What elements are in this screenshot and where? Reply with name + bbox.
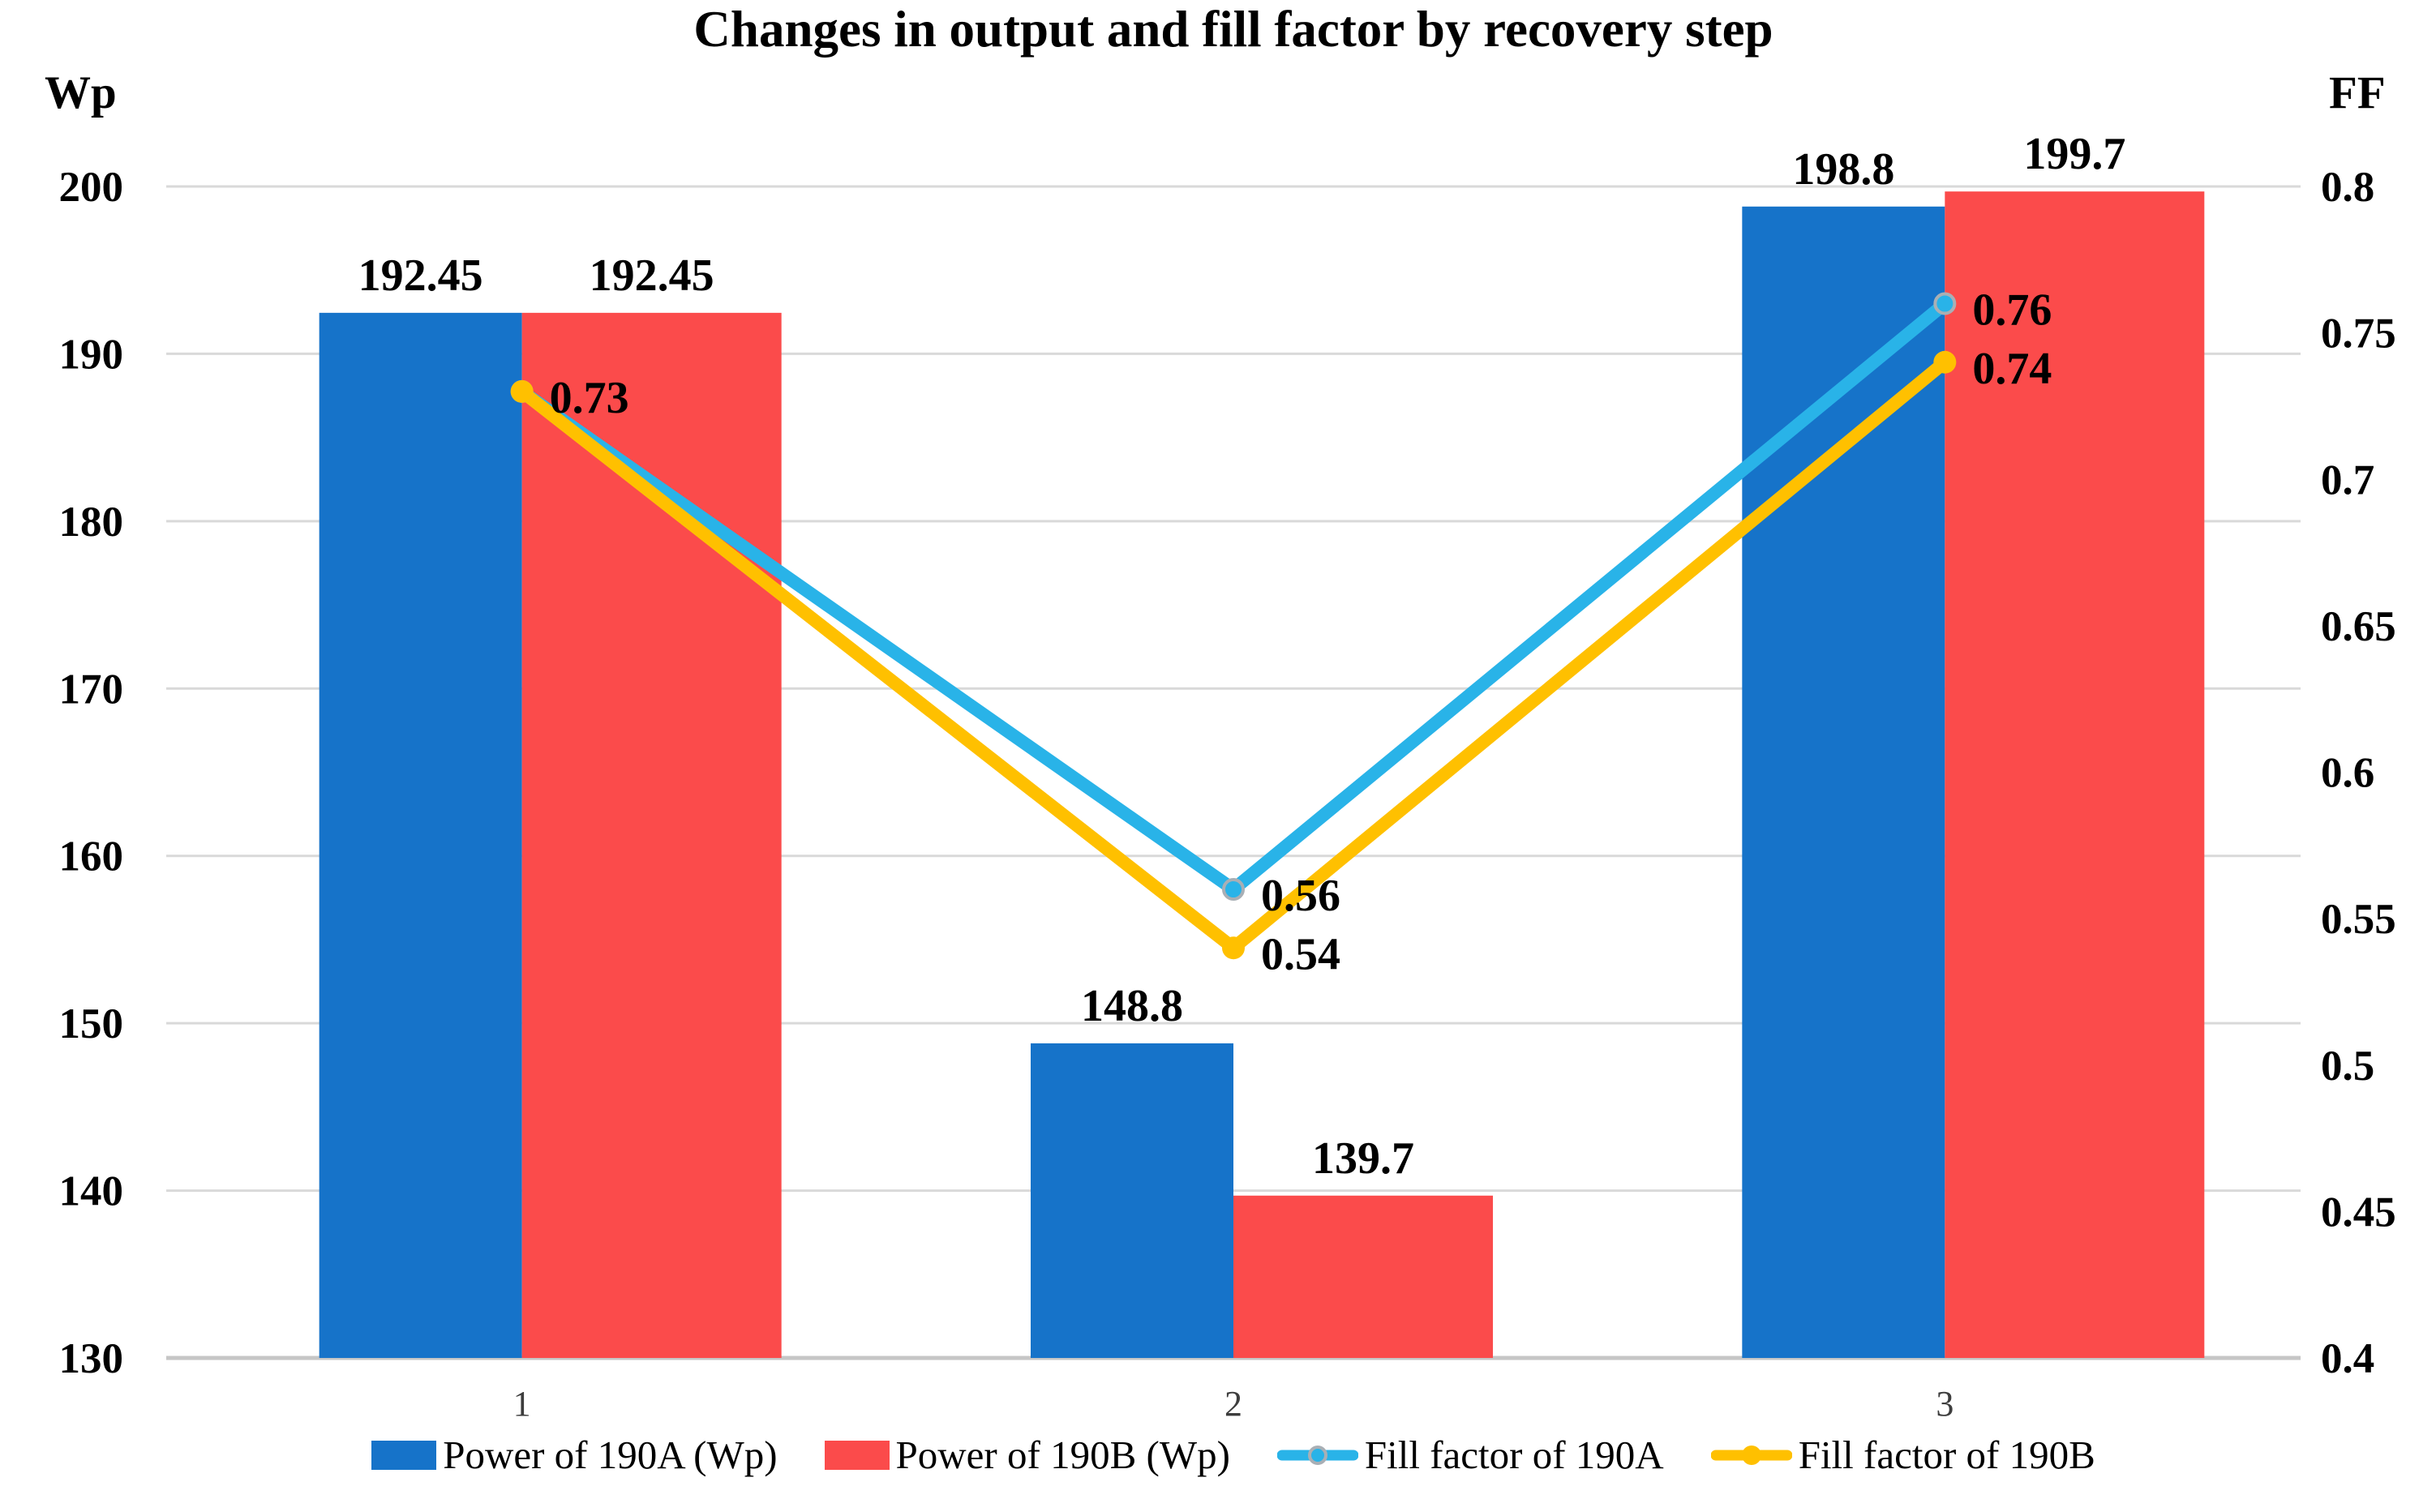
left-axis-tick-180: 180	[59, 499, 124, 546]
left-axis-unit-label: Wp	[45, 67, 117, 118]
legend-item-fill-factor-of-190b: Fill factor of 190B	[1710, 1433, 2095, 1477]
left-axis-tick-190: 190	[59, 331, 124, 378]
right-axis-unit-label: FF	[2329, 67, 2386, 118]
right-axis-tick-0.75: 0.75	[2321, 311, 2396, 358]
legend-line-marker	[1276, 1445, 1358, 1465]
legend-label: Fill factor of 190B	[1798, 1433, 2095, 1477]
right-axis-tick-0.45: 0.45	[2321, 1189, 2396, 1236]
legend-line-dot	[1307, 1445, 1327, 1465]
bar-label-series2-step2: 139.7	[1312, 1133, 1414, 1184]
left-axis-tick-150: 150	[59, 1000, 124, 1047]
legend: Power of 190A (Wp) Power of 190B (Wp) Fill…	[166, 1435, 2301, 1475]
legend-line-dot	[1741, 1445, 1761, 1465]
right-axis-tick-0.5: 0.5	[2321, 1043, 2374, 1090]
bar-label-series1-step3: 198.8	[1792, 144, 1894, 195]
legend-bar-swatch	[824, 1440, 890, 1470]
line-marker-series2-step3	[1933, 350, 1957, 374]
bar-series2-step3	[1945, 191, 2205, 1358]
bar-series1-step2	[1031, 1043, 1233, 1358]
right-axis-tick-0.65: 0.65	[2321, 603, 2396, 650]
left-axis-tick-170: 170	[59, 666, 124, 713]
legend-line-marker	[1710, 1445, 1792, 1465]
x-axis-tick-1: 1	[513, 1384, 531, 1424]
bar-series2-step1	[521, 312, 782, 1359]
legend-item-fill-factor-of-190a: Fill factor of 190A	[1276, 1433, 1664, 1477]
right-axis-tick-0.6: 0.6	[2321, 750, 2374, 797]
bar-series1-step1	[319, 312, 522, 1359]
line-marker-series2-step2	[1222, 936, 1245, 960]
chart-title: Changes in output and fill factor by rec…	[693, 1, 1773, 58]
bar-label-series2-step3: 199.7	[2023, 129, 2125, 179]
right-axis-tick-0.4: 0.4	[2321, 1335, 2374, 1382]
line-label-series2-step2: 0.54	[1261, 929, 1340, 979]
bar-series1-step3	[1742, 206, 1945, 1358]
bar-label-series1-step1: 192.45	[358, 251, 483, 301]
bar-label-series1-step2: 148.8	[1081, 981, 1183, 1031]
left-axis-tick-130: 130	[59, 1335, 124, 1382]
line-label-series1-step3: 0.76	[1972, 285, 2052, 336]
line-label-series2-step1: 0.73	[550, 373, 629, 423]
legend-label: Fill factor of 190A	[1364, 1433, 1664, 1477]
right-axis-tick-0.7: 0.7	[2321, 456, 2374, 503]
right-axis-tick-0.8: 0.8	[2321, 164, 2374, 211]
line-marker-series1-step2	[1222, 878, 1245, 901]
line-marker-series1-step3	[1933, 292, 1957, 315]
x-axis-tick-3: 3	[1936, 1384, 1954, 1424]
left-axis-tick-200: 200	[59, 164, 124, 211]
line-label-series2-step3: 0.74	[1972, 344, 2052, 394]
left-axis-tick-140: 140	[59, 1168, 124, 1215]
x-axis-tick-2: 2	[1224, 1384, 1242, 1424]
line-marker-series2-step1	[510, 379, 534, 403]
right-axis-tick-0.55: 0.55	[2321, 896, 2396, 943]
bar-series2-step2	[1233, 1195, 1493, 1358]
legend-bar-swatch	[371, 1440, 437, 1470]
legend-label: Power of 190B (Wp)	[895, 1433, 1230, 1477]
legend-item-power-of-190b-wp-: Power of 190B (Wp)	[824, 1433, 1230, 1477]
bar-label-series2-step1: 192.45	[590, 251, 714, 301]
line-label-series1-step2: 0.56	[1261, 871, 1340, 921]
legend-item-power-of-190a-wp-: Power of 190A (Wp)	[371, 1433, 778, 1477]
left-axis-tick-160: 160	[59, 833, 124, 880]
legend-label: Power of 190A (Wp)	[443, 1433, 778, 1477]
